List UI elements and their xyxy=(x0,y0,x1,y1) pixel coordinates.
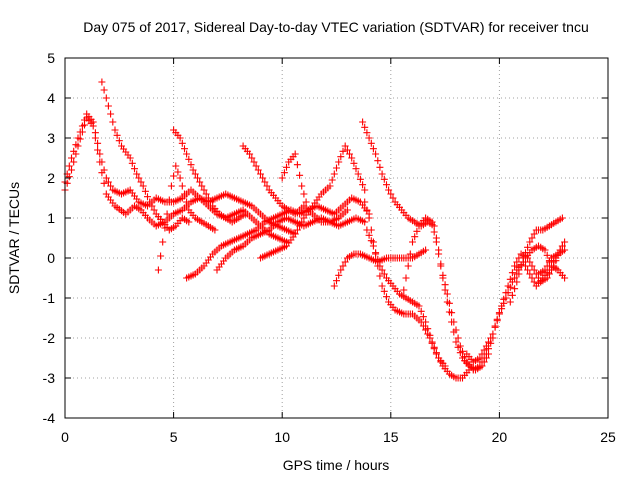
y-tick-label: 0 xyxy=(47,250,55,266)
tick-labels: 0 5 10 15 20 25 -4 -3 -2 -1 0 1 2 3 4 5 xyxy=(43,50,616,445)
y-tick-label: -2 xyxy=(43,330,56,346)
plot-frame xyxy=(64,57,609,419)
series-track-14 xyxy=(363,226,449,370)
series-track-3 xyxy=(98,78,193,234)
chart-title: Day 075 of 2017, Sidereal Day-to-day VTE… xyxy=(83,19,589,35)
axis-ticks xyxy=(64,57,609,419)
y-tick-label: -1 xyxy=(43,290,56,306)
series-track-5 xyxy=(170,126,249,226)
x-tick-label: 5 xyxy=(170,429,178,445)
data-marks xyxy=(278,150,312,214)
data-marks xyxy=(363,226,449,370)
data-marks xyxy=(239,142,351,226)
y-tick-label: 4 xyxy=(47,90,55,106)
data-marks xyxy=(330,246,430,290)
data-marks xyxy=(170,126,249,226)
x-tick-label: 25 xyxy=(600,429,616,445)
data-marks xyxy=(400,214,497,374)
series-track-9 xyxy=(257,142,369,262)
y-tick-label: 3 xyxy=(47,130,55,146)
x-tick-label: 0 xyxy=(61,429,69,445)
series-track-15 xyxy=(400,214,497,374)
data-points xyxy=(61,78,569,382)
series-track-8 xyxy=(239,142,351,226)
y-tick-label: -3 xyxy=(43,370,56,386)
y-axis-label: SDTVAR / TECUs xyxy=(6,182,22,294)
data-marks xyxy=(154,162,219,274)
series-track-20 xyxy=(513,242,566,290)
series-track-4 xyxy=(154,162,219,274)
data-marks xyxy=(513,242,566,290)
data-marks xyxy=(257,142,369,262)
x-tick-label: 10 xyxy=(274,429,290,445)
x-axis-label: GPS time / hours xyxy=(283,457,390,473)
y-tick-label: 1 xyxy=(47,210,55,226)
y-tick-label: 2 xyxy=(47,170,55,186)
x-tick-label: 15 xyxy=(383,429,399,445)
series-track-11 xyxy=(330,246,430,290)
y-tick-label: 5 xyxy=(47,50,55,66)
y-tick-label: -4 xyxy=(43,410,56,426)
series-track-10 xyxy=(278,150,312,214)
x-tick-label: 20 xyxy=(492,429,508,445)
data-marks xyxy=(98,78,193,234)
